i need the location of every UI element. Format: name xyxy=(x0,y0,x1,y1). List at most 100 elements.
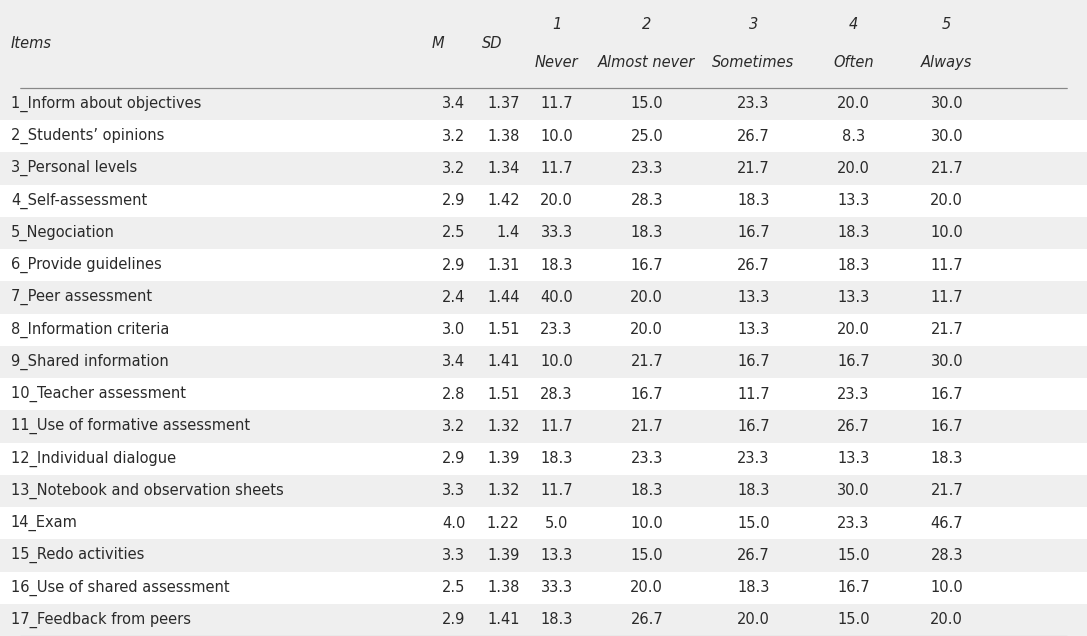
Text: 23.3: 23.3 xyxy=(737,451,770,466)
Text: 5.0: 5.0 xyxy=(545,516,569,530)
Text: 26.7: 26.7 xyxy=(737,548,770,563)
Text: 12_Individual dialogue: 12_Individual dialogue xyxy=(11,450,176,467)
Text: 1.38: 1.38 xyxy=(487,128,520,144)
Text: 17_Feedback from peers: 17_Feedback from peers xyxy=(11,612,191,628)
Text: 1.42: 1.42 xyxy=(487,193,520,208)
Text: Never: Never xyxy=(535,55,578,71)
Text: 15.0: 15.0 xyxy=(630,548,663,563)
Bar xyxy=(0,184,1087,217)
Text: M: M xyxy=(432,36,445,52)
Text: Often: Often xyxy=(833,55,874,71)
Text: 18.3: 18.3 xyxy=(630,225,663,240)
Text: 8.3: 8.3 xyxy=(841,128,865,144)
Text: 1.51: 1.51 xyxy=(487,322,520,337)
Text: 16.7: 16.7 xyxy=(737,354,770,370)
Text: 21.7: 21.7 xyxy=(930,322,963,337)
Text: 40.0: 40.0 xyxy=(540,290,573,305)
Text: 33.3: 33.3 xyxy=(540,225,573,240)
Text: 21.7: 21.7 xyxy=(630,354,663,370)
Text: 13.3: 13.3 xyxy=(737,290,770,305)
Text: 18.3: 18.3 xyxy=(737,193,770,208)
Text: 20.0: 20.0 xyxy=(930,193,963,208)
Text: 1_Inform about objectives: 1_Inform about objectives xyxy=(11,96,201,112)
Text: Always: Always xyxy=(921,55,973,71)
Text: 6_Provide guidelines: 6_Provide guidelines xyxy=(11,257,162,273)
Text: 11.7: 11.7 xyxy=(540,419,573,434)
Text: 11.7: 11.7 xyxy=(540,97,573,111)
Text: 15_Redo activities: 15_Redo activities xyxy=(11,547,145,563)
Text: 11_Use of formative assessment: 11_Use of formative assessment xyxy=(11,418,250,434)
Bar xyxy=(0,604,1087,636)
Text: 4_Self-assessment: 4_Self-assessment xyxy=(11,193,147,209)
Text: 16.7: 16.7 xyxy=(630,387,663,401)
Text: 2.4: 2.4 xyxy=(441,290,465,305)
Text: 3.4: 3.4 xyxy=(442,97,465,111)
Text: 3.2: 3.2 xyxy=(442,128,465,144)
Text: 20.0: 20.0 xyxy=(837,161,870,176)
Text: 5: 5 xyxy=(942,17,951,32)
Text: 30.0: 30.0 xyxy=(930,97,963,111)
Text: 33.3: 33.3 xyxy=(540,580,573,595)
Text: 21.7: 21.7 xyxy=(737,161,770,176)
Text: 23.3: 23.3 xyxy=(737,97,770,111)
Text: 30.0: 30.0 xyxy=(837,483,870,499)
Text: 10.0: 10.0 xyxy=(930,580,963,595)
Text: 10_Teacher assessment: 10_Teacher assessment xyxy=(11,386,186,402)
Text: 46.7: 46.7 xyxy=(930,516,963,530)
Text: 2_Students’ opinions: 2_Students’ opinions xyxy=(11,128,164,144)
Text: 16_Use of shared assessment: 16_Use of shared assessment xyxy=(11,579,229,596)
Text: 1.31: 1.31 xyxy=(487,258,520,273)
Bar xyxy=(0,443,1087,474)
Text: 20.0: 20.0 xyxy=(737,612,770,627)
Text: 28.3: 28.3 xyxy=(930,548,963,563)
Text: 2.5: 2.5 xyxy=(441,225,465,240)
Text: 16.7: 16.7 xyxy=(737,419,770,434)
Text: 15.0: 15.0 xyxy=(837,612,870,627)
Text: 20.0: 20.0 xyxy=(837,97,870,111)
Bar xyxy=(0,120,1087,152)
Text: 18.3: 18.3 xyxy=(630,483,663,499)
Bar xyxy=(0,281,1087,314)
Text: 20.0: 20.0 xyxy=(630,580,663,595)
Text: 11.7: 11.7 xyxy=(930,290,963,305)
Text: 10.0: 10.0 xyxy=(630,516,663,530)
Bar xyxy=(0,539,1087,572)
Text: 5_Negociation: 5_Negociation xyxy=(11,225,115,241)
Text: 7_Peer assessment: 7_Peer assessment xyxy=(11,289,152,305)
Text: 23.3: 23.3 xyxy=(630,451,663,466)
Bar xyxy=(0,507,1087,539)
Text: 13.3: 13.3 xyxy=(837,451,870,466)
Text: 4.0: 4.0 xyxy=(441,516,465,530)
Text: 11.7: 11.7 xyxy=(540,161,573,176)
Text: 3.3: 3.3 xyxy=(442,548,465,563)
Text: 1.32: 1.32 xyxy=(487,419,520,434)
Text: 20.0: 20.0 xyxy=(540,193,573,208)
Text: 21.7: 21.7 xyxy=(930,483,963,499)
Text: 28.3: 28.3 xyxy=(630,193,663,208)
Text: 16.7: 16.7 xyxy=(737,225,770,240)
Text: 14_Exam: 14_Exam xyxy=(11,515,78,531)
Text: 4: 4 xyxy=(849,17,858,32)
Text: 2: 2 xyxy=(642,17,651,32)
Text: 2.9: 2.9 xyxy=(441,612,465,627)
Text: 2.9: 2.9 xyxy=(441,193,465,208)
Text: Sometimes: Sometimes xyxy=(712,55,795,71)
Text: 13.3: 13.3 xyxy=(540,548,573,563)
Text: 10.0: 10.0 xyxy=(540,128,573,144)
Text: 18.3: 18.3 xyxy=(737,580,770,595)
Text: 26.7: 26.7 xyxy=(630,612,663,627)
Text: 10.0: 10.0 xyxy=(930,225,963,240)
Text: 15.0: 15.0 xyxy=(737,516,770,530)
Text: 1.41: 1.41 xyxy=(487,612,520,627)
Text: 16.7: 16.7 xyxy=(930,387,963,401)
Text: 2.5: 2.5 xyxy=(441,580,465,595)
Text: 16.7: 16.7 xyxy=(630,258,663,273)
Text: 8_Information criteria: 8_Information criteria xyxy=(11,322,170,338)
Text: 18.3: 18.3 xyxy=(930,451,963,466)
Text: 1.22: 1.22 xyxy=(487,516,520,530)
Text: 20.0: 20.0 xyxy=(630,322,663,337)
Bar xyxy=(0,346,1087,378)
Text: 1.39: 1.39 xyxy=(487,548,520,563)
Text: 25.0: 25.0 xyxy=(630,128,663,144)
Text: 30.0: 30.0 xyxy=(930,354,963,370)
